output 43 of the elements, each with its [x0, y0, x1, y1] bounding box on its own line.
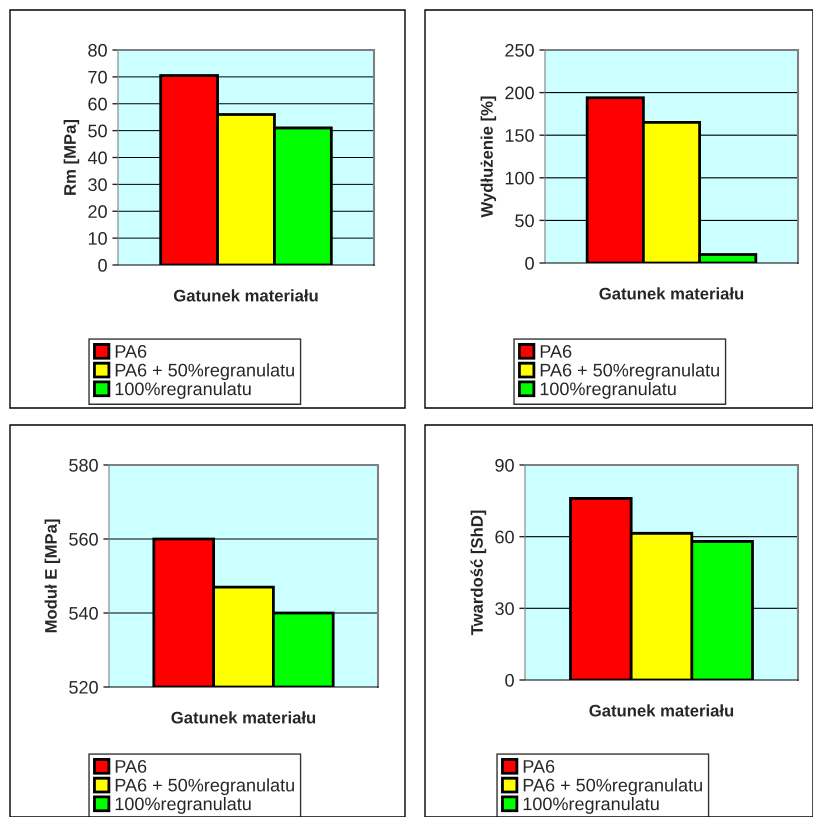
legend-label: PA6 + 50%regranulatu: [116, 778, 294, 796]
y-tick-label: 580: [69, 458, 98, 472]
x-axis-title: Gatunek materiału: [171, 711, 316, 724]
y-tick-label: 50: [515, 214, 534, 228]
y-tick-label: 200: [505, 86, 534, 100]
y-axis-title: Rm [MPa]: [64, 120, 80, 195]
y-tick-label: 60: [495, 530, 514, 544]
y-axis-title: Moduł E [MPa]: [44, 520, 60, 632]
legend-label: PA6 + 50%regranulatu: [116, 363, 294, 380]
y-tick-label: 30: [88, 178, 107, 192]
y-tick-label: 0: [505, 674, 514, 687]
legend-label: PA6: [524, 760, 554, 773]
y-tick-label: 10: [88, 232, 107, 245]
y-tick-label: 40: [88, 151, 107, 164]
y-tick-label: 50: [88, 124, 107, 138]
y-tick-label: 30: [495, 602, 514, 616]
legend-label: PA6 + 50%regranulatu: [524, 778, 702, 796]
x-axis-title: Gatunek materiału: [589, 704, 734, 717]
y-tick-label: 150: [506, 129, 534, 142]
y-axis-title: Wydłużenie [%]: [480, 96, 496, 218]
y-tick-label: 90: [495, 458, 514, 472]
y-tick-label: 0: [525, 256, 534, 270]
y-tick-label: 250: [505, 44, 534, 57]
legend-label: 100%regranulatu: [524, 797, 659, 814]
legend-label: PA6: [116, 345, 146, 358]
y-tick-label: 100: [506, 172, 534, 185]
y-axis-title: Twardość [ShD]: [470, 510, 486, 636]
y-tick-label: 560: [69, 532, 98, 546]
y-tick-label: 20: [88, 205, 107, 218]
y-tick-label: 520: [69, 680, 98, 694]
y-tick-label: 0: [98, 258, 107, 272]
legend-label: 100%regranulatu: [116, 382, 251, 399]
legend-label: PA6: [116, 760, 146, 773]
legend-label: PA6 + 50%regranulatu: [540, 363, 719, 380]
y-tick-label: 80: [88, 44, 107, 57]
y-tick-label: 540: [69, 606, 98, 620]
y-tick-label: 60: [88, 98, 107, 110]
legend-label: PA6: [540, 345, 572, 358]
x-axis-title: Gatunek materiału: [599, 287, 744, 300]
legend-label: 100%regranulatu: [540, 382, 676, 399]
y-tick-label: 70: [88, 70, 107, 84]
legend-label: 100%regranulatu: [116, 797, 251, 814]
x-axis-title: Gatunek materiału: [174, 289, 318, 302]
